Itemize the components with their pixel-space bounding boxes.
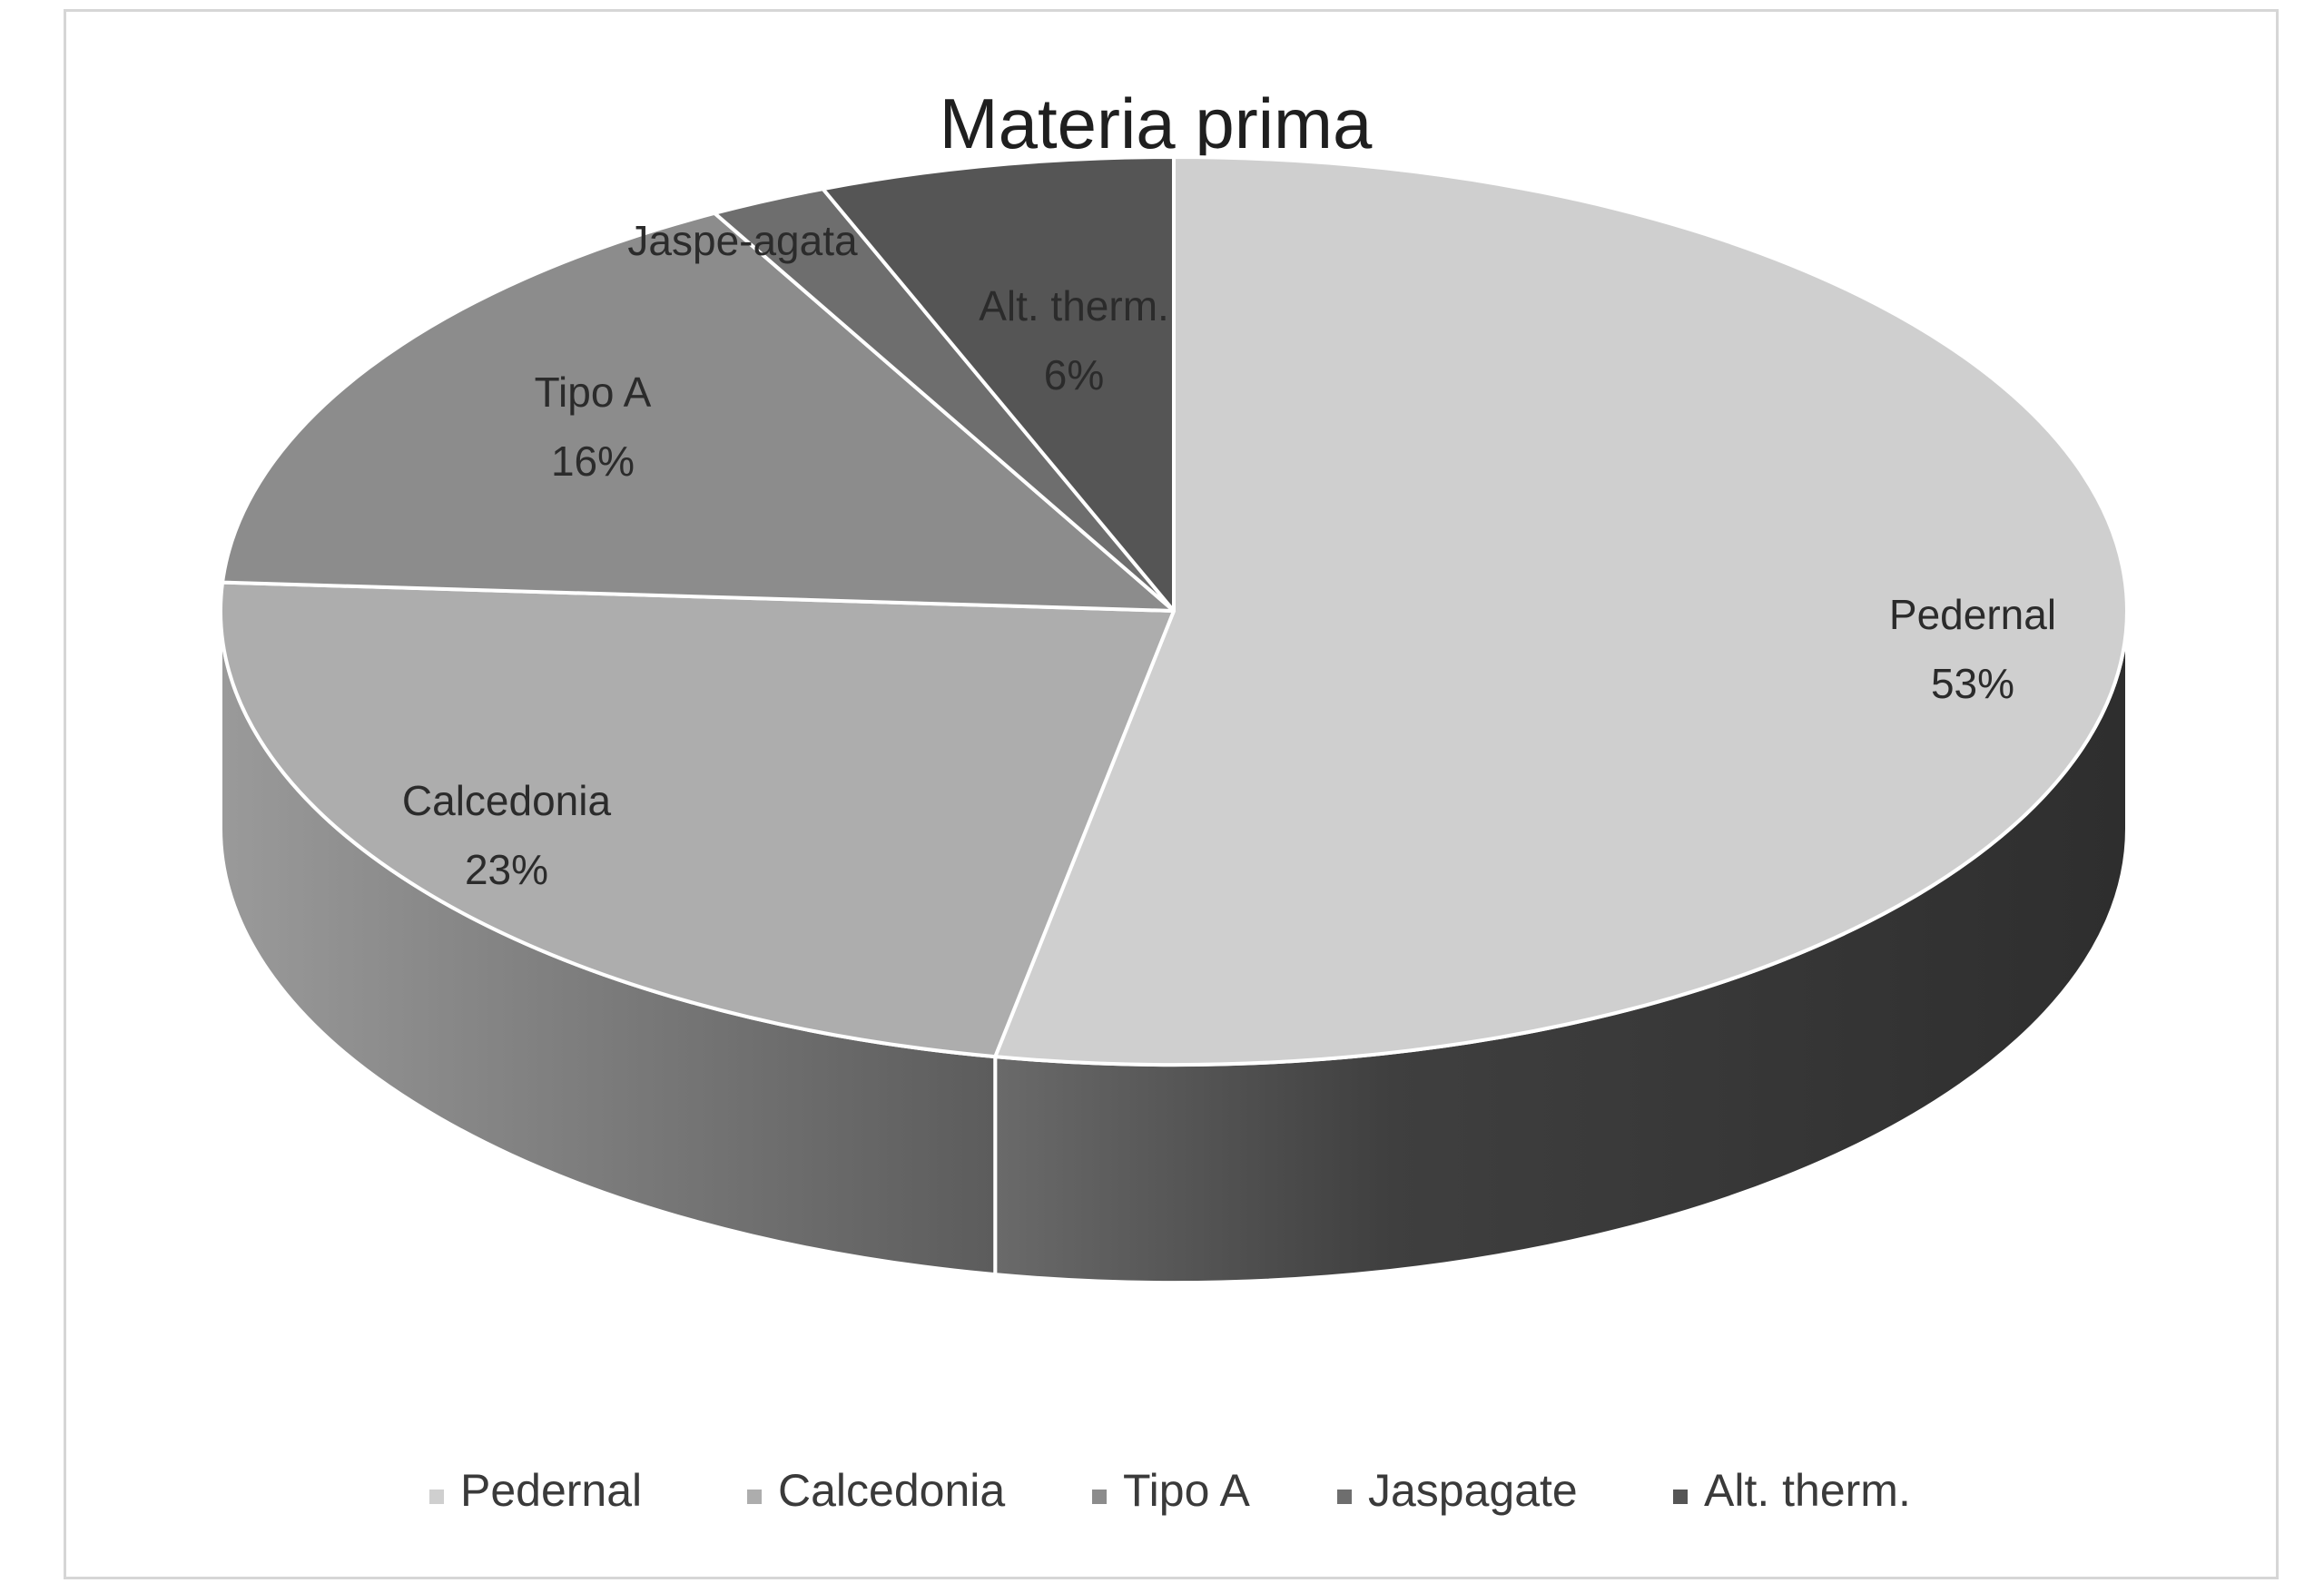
pie-slice-pedernal bbox=[993, 155, 2130, 1067]
chart-frame: Materia prima Pedernal 53% Calcedonia 23% Ti… bbox=[64, 9, 2279, 1579]
legend: Pedernal Calcedonia Tipo A Jaspagate Alt. th… bbox=[429, 1465, 1911, 1516]
data-label-alt-therm-: Alt. therm. bbox=[979, 282, 1169, 329]
legend-swatch-calcedonia bbox=[747, 1490, 762, 1504]
legend-swatch-alt-therm- bbox=[1673, 1490, 1688, 1504]
pie-top-layer bbox=[219, 155, 2130, 1067]
legend-label-pedernal: Pedernal bbox=[460, 1465, 642, 1516]
data-value-pedernal: 53% bbox=[1931, 660, 2014, 707]
legend-swatch-pedernal bbox=[429, 1490, 444, 1504]
legend-label-jaspagate: Jaspagate bbox=[1368, 1465, 1578, 1516]
legend-swatch-jaspagate bbox=[1337, 1490, 1352, 1504]
legend-swatch-tipo-a bbox=[1092, 1490, 1107, 1504]
legend-label-calcedonia: Calcedonia bbox=[778, 1465, 1005, 1516]
data-label-calcedonia: Calcedonia bbox=[402, 777, 612, 824]
pie-slice-calcedonia bbox=[219, 580, 1176, 1059]
data-value-calcedonia: 23% bbox=[465, 846, 548, 893]
data-label-pedernal: Pedernal bbox=[1889, 591, 2056, 638]
pie-slice-tipo-a bbox=[221, 211, 1176, 613]
chart-title: Materia prima bbox=[940, 84, 1373, 163]
pie-chart: Materia prima Pedernal 53% Calcedonia 23% Ti… bbox=[219, 84, 2130, 1516]
legend-label-tipo-a: Tipo A bbox=[1123, 1465, 1251, 1516]
pie-slice-alt-therm- bbox=[821, 155, 1176, 613]
data-labels: Pedernal 53% Calcedonia 23% Tipo A 16% Jaspe-a… bbox=[402, 217, 2056, 893]
data-label-tipo-a: Tipo A bbox=[535, 369, 652, 416]
legend-label-alt-therm-: Alt. therm. bbox=[1704, 1465, 1911, 1516]
data-value-tipo-a: 16% bbox=[551, 438, 635, 485]
data-label-jaspagate: Jaspe-agata bbox=[627, 217, 858, 264]
data-value-alt-therm-: 6% bbox=[1044, 351, 1104, 398]
